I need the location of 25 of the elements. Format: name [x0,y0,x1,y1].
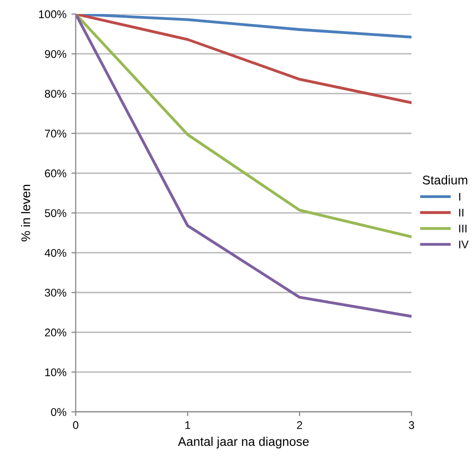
y-tick-label: 90% [44,50,66,58]
y-tick-label: 20% [44,328,66,336]
line-series [76,14,412,238]
y-tick-label: 10% [45,368,66,376]
x-tick-label: 3 [408,421,414,430]
y-axis-title: % in leven [21,184,30,242]
line-series [76,14,412,104]
x-tick-label: 0 [73,421,78,430]
y-tick-label: 80% [44,90,66,98]
y-tick-label: 30% [44,288,66,297]
y-tick-label: 100% [39,10,66,18]
x-tick-label: 2 [297,421,302,429]
y-tick-label: 0% [51,408,66,416]
y-tick-label: 60% [44,169,66,178]
y-tick-label: 70% [44,130,66,138]
y-tick-label: 40% [44,248,66,257]
line-series [76,14,412,318]
legend-title: Stadium [422,175,468,184]
legend-label: II [459,208,464,216]
x-axis-title: Aantal jaar na diagnose [178,436,309,448]
y-tick-label: 50% [44,209,66,218]
legend-label: III [459,224,466,232]
x-tick-label: 1 [185,421,190,429]
legend-label: IV [459,240,469,248]
legend-label: I [459,192,460,201]
